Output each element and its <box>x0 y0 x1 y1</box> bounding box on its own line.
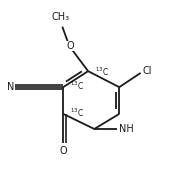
Text: $^{13}$C: $^{13}$C <box>70 80 84 92</box>
Text: O: O <box>67 41 74 51</box>
Text: $^{13}$C: $^{13}$C <box>70 107 84 119</box>
Text: NH: NH <box>119 124 134 134</box>
Text: O: O <box>59 146 67 156</box>
Text: Cl: Cl <box>142 66 152 76</box>
Text: N: N <box>7 82 14 92</box>
Text: $^{13}$C: $^{13}$C <box>95 66 109 78</box>
Text: CH₃: CH₃ <box>51 12 70 22</box>
